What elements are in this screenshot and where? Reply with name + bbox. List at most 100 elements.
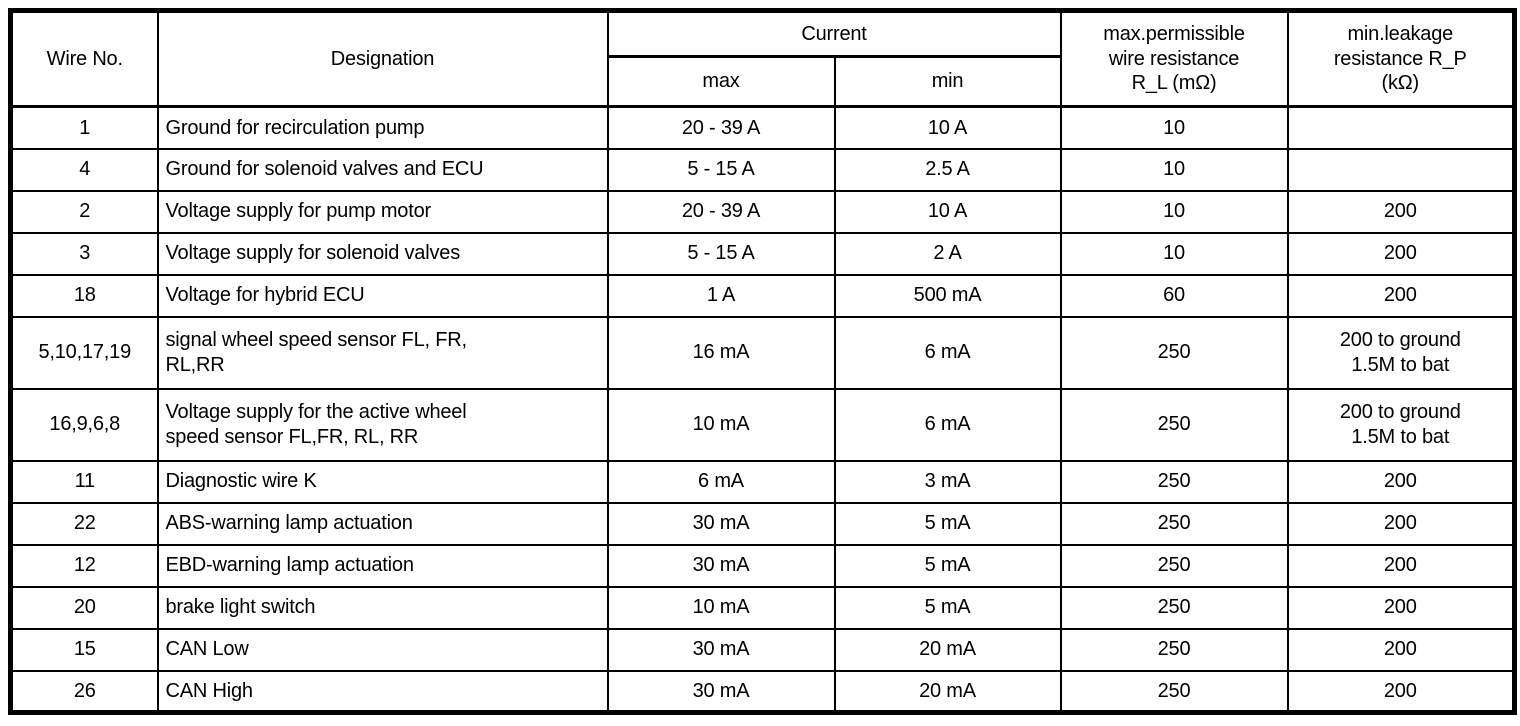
cell-current-max: 10 mA xyxy=(606,387,836,462)
cell-current-min: 10 A xyxy=(833,105,1062,150)
cell-min-leakage: 200 xyxy=(1286,585,1516,630)
header-current-max: max xyxy=(606,55,836,108)
header-current-min: min xyxy=(833,55,1062,108)
cell-min-leakage: 200 xyxy=(1286,627,1516,672)
header-current: Current xyxy=(606,9,1062,58)
cell-designation: ABS-warning lamp actuation xyxy=(156,501,609,546)
cell-wire-no: 1 xyxy=(9,105,159,150)
cell-max-resistance: 10 xyxy=(1059,147,1289,192)
cell-min-leakage: 200 xyxy=(1286,501,1516,546)
cell-designation: Voltage supply for pump motor xyxy=(156,189,609,234)
table-row: 1 Ground for recirculation pump 20 - 39 … xyxy=(9,105,1516,150)
wire-spec-table: Wire No. Designation Current max.permiss… xyxy=(8,8,1518,715)
table-row: 15 CAN Low 30 mA 20 mA 250 200 xyxy=(9,627,1516,672)
cell-max-resistance: 250 xyxy=(1059,459,1289,504)
cell-current-min: 20 mA xyxy=(833,669,1062,714)
table-row: 5,10,17,19 signal wheel speed sensor FL,… xyxy=(9,315,1516,390)
cell-max-resistance: 250 xyxy=(1059,387,1289,462)
cell-max-resistance: 250 xyxy=(1059,585,1289,630)
cell-wire-no: 18 xyxy=(9,273,159,318)
cell-wire-no: 11 xyxy=(9,459,159,504)
cell-designation: signal wheel speed sensor FL, FR, RL,RR xyxy=(156,315,609,390)
cell-min-leakage xyxy=(1286,105,1516,150)
table-row: 2 Voltage supply for pump motor 20 - 39 … xyxy=(9,189,1516,234)
cell-current-max: 20 - 39 A xyxy=(606,189,836,234)
cell-current-max: 16 mA xyxy=(606,315,836,390)
cell-max-resistance: 10 xyxy=(1059,189,1289,234)
cell-current-min: 3 mA xyxy=(833,459,1062,504)
cell-designation: CAN Low xyxy=(156,627,609,672)
cell-designation: EBD-warning lamp actuation xyxy=(156,543,609,588)
cell-wire-no: 20 xyxy=(9,585,159,630)
cell-max-resistance: 60 xyxy=(1059,273,1289,318)
cell-max-resistance: 10 xyxy=(1059,231,1289,276)
cell-current-min: 2 A xyxy=(833,231,1062,276)
table-row: 26 CAN High 30 mA 20 mA 250 200 xyxy=(9,669,1516,714)
cell-min-leakage xyxy=(1286,147,1516,192)
cell-designation: Voltage for hybrid ECU xyxy=(156,273,609,318)
table-row: 22 ABS-warning lamp actuation 30 mA 5 mA… xyxy=(9,501,1516,546)
cell-designation: Ground for recirculation pump xyxy=(156,105,609,150)
header-row-sub: max min xyxy=(11,55,1515,108)
table-row: 11 Diagnostic wire K 6 mA 3 mA 250 200 xyxy=(9,459,1516,504)
cell-wire-no: 26 xyxy=(9,669,159,714)
cell-current-max: 1 A xyxy=(606,273,836,318)
cell-wire-no: 4 xyxy=(9,147,159,192)
header-row-top: Wire No. Designation Current max.permiss… xyxy=(9,9,1516,108)
cell-wire-no: 5,10,17,19 xyxy=(9,315,159,390)
cell-current-max: 5 - 15 A xyxy=(606,231,836,276)
cell-min-leakage: 200 xyxy=(1286,273,1516,318)
cell-current-min: 5 mA xyxy=(833,543,1062,588)
cell-current-min: 10 A xyxy=(833,189,1062,234)
cell-max-resistance: 250 xyxy=(1059,315,1289,390)
table-row: 18 Voltage for hybrid ECU 1 A 500 mA 60 … xyxy=(9,273,1516,318)
table-row: 12 EBD-warning lamp actuation 30 mA 5 mA… xyxy=(9,543,1516,588)
cell-min-leakage: 200 to ground 1.5M to bat xyxy=(1286,315,1516,390)
cell-current-max: 10 mA xyxy=(606,585,836,630)
table-row: 20 brake light switch 10 mA 5 mA 250 200 xyxy=(9,585,1516,630)
cell-current-min: 2.5 A xyxy=(833,147,1062,192)
cell-current-min: 5 mA xyxy=(833,501,1062,546)
cell-current-max: 5 - 15 A xyxy=(606,147,836,192)
cell-current-min: 20 mA xyxy=(833,627,1062,672)
cell-current-max: 30 mA xyxy=(606,501,836,546)
cell-designation: brake light switch xyxy=(156,585,609,630)
cell-min-leakage: 200 to ground 1.5M to bat xyxy=(1286,387,1516,462)
cell-designation: Voltage supply for solenoid valves xyxy=(156,231,609,276)
table-header: Wire No. Designation Current max.permiss… xyxy=(9,9,1516,108)
cell-max-resistance: 250 xyxy=(1059,669,1289,714)
cell-current-max: 30 mA xyxy=(606,627,836,672)
header-min-leakage: min.leakage resistance R_P (kΩ) xyxy=(1286,9,1516,108)
cell-wire-no: 3 xyxy=(9,231,159,276)
table-row: 4 Ground for solenoid valves and ECU 5 -… xyxy=(9,147,1516,192)
header-max-resistance: max.permissible wire resistance R_L (mΩ) xyxy=(1059,9,1289,108)
header-designation: Designation xyxy=(156,9,609,108)
cell-max-resistance: 10 xyxy=(1059,105,1289,150)
header-wire-no: Wire No. xyxy=(9,9,159,108)
cell-current-min: 6 mA xyxy=(833,387,1062,462)
cell-current-max: 6 mA xyxy=(606,459,836,504)
table-body: 1 Ground for recirculation pump 20 - 39 … xyxy=(9,105,1516,714)
cell-designation: Voltage supply for the active wheel spee… xyxy=(156,387,609,462)
cell-min-leakage: 200 xyxy=(1286,459,1516,504)
cell-max-resistance: 250 xyxy=(1059,627,1289,672)
cell-current-min: 6 mA xyxy=(833,315,1062,390)
cell-min-leakage: 200 xyxy=(1286,669,1516,714)
table-row: 3 Voltage supply for solenoid valves 5 -… xyxy=(9,231,1516,276)
cell-designation: Diagnostic wire K xyxy=(156,459,609,504)
cell-wire-no: 22 xyxy=(9,501,159,546)
cell-wire-no: 12 xyxy=(9,543,159,588)
cell-designation: CAN High xyxy=(156,669,609,714)
cell-current-max: 20 - 39 A xyxy=(606,105,836,150)
cell-wire-no: 15 xyxy=(9,627,159,672)
cell-current-min: 5 mA xyxy=(833,585,1062,630)
cell-current-min: 500 mA xyxy=(833,273,1062,318)
cell-current-max: 30 mA xyxy=(606,669,836,714)
cell-max-resistance: 250 xyxy=(1059,501,1289,546)
cell-min-leakage: 200 xyxy=(1286,231,1516,276)
cell-designation: Ground for solenoid valves and ECU xyxy=(156,147,609,192)
cell-current-max: 30 mA xyxy=(606,543,836,588)
cell-max-resistance: 250 xyxy=(1059,543,1289,588)
cell-wire-no: 2 xyxy=(9,189,159,234)
